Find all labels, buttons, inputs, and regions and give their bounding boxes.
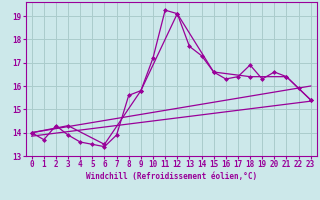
X-axis label: Windchill (Refroidissement éolien,°C): Windchill (Refroidissement éolien,°C) [86, 172, 257, 181]
